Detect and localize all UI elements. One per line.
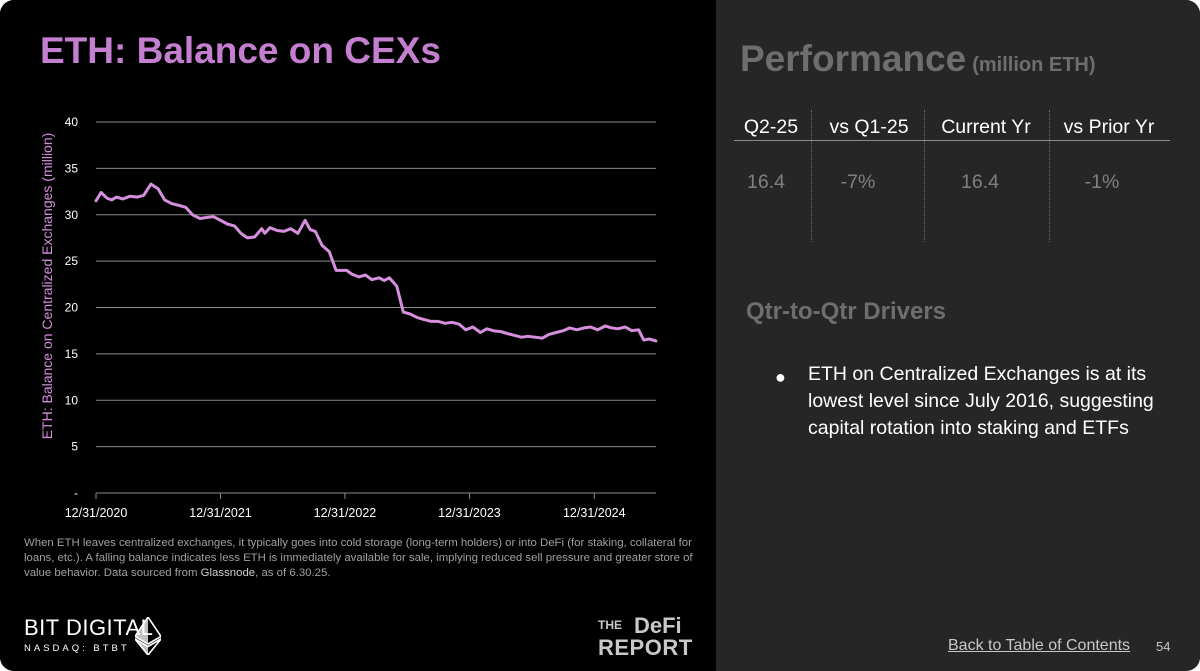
- cex-balance-chart: - 5 10 15 20 25 30 35 40 12/31/2020 12/31/2021 12/…: [39, 115, 658, 520]
- header-q2-25: Q2-25: [743, 116, 799, 138]
- defi-logo-report: REPORT: [598, 635, 693, 660]
- performance-title: Performance (million ETH): [740, 38, 1096, 80]
- y-tick-label: 30: [65, 208, 79, 222]
- defi-logo-the: THE: [598, 618, 622, 632]
- performance-title-text: Performance: [740, 38, 967, 79]
- value-vs-q1-25: -7%: [840, 171, 876, 193]
- header-vs-prior-yr: vs Prior Yr: [1063, 116, 1155, 138]
- y-tick-label: 40: [65, 115, 79, 129]
- column-divider: [1049, 110, 1050, 242]
- x-tick-label: 12/31/2020: [65, 506, 128, 520]
- x-tick-label: 12/31/2024: [563, 506, 626, 520]
- chart-title: ETH: Balance on CEXs: [40, 30, 441, 71]
- y-tick-label: 15: [65, 347, 79, 361]
- footnote-suffix: , as of 6.30.25.: [255, 567, 331, 579]
- footnote: When ETH leaves centralized exchanges, i…: [24, 536, 700, 581]
- page-number: 54: [1156, 639, 1171, 654]
- y-axis-label: ETH: Balance on Centralized Exchanges (m…: [39, 133, 55, 440]
- series-line: [94, 182, 658, 343]
- y-tick-label: -: [74, 486, 78, 500]
- y-tick-label: 20: [65, 301, 79, 315]
- footnote-source: Glassnode: [200, 567, 256, 579]
- chart-panel: ETH: Balance on CEXs - 5 10 15 20 25 30 35 40 12…: [24, 30, 700, 660]
- driver-bullet: ETH on Centralized Exchanges is at its l…: [808, 363, 1154, 439]
- performance-units: (million ETH): [972, 54, 1096, 76]
- value-current-yr: 16.4: [961, 171, 999, 193]
- header-current-yr: Current Yr: [941, 116, 1031, 138]
- y-tick-label: 5: [71, 440, 78, 454]
- header-vs-q1-25: vs Q1-25: [829, 116, 909, 138]
- drivers-title: Qtr-to-Qtr Drivers: [746, 298, 947, 325]
- header-rule: [734, 140, 1170, 141]
- y-tick-label: 35: [65, 161, 79, 175]
- ethereum-icon: [135, 617, 161, 655]
- footnote-text: When ETH leaves centralized exchanges, i…: [24, 537, 693, 579]
- back-to-toc-link[interactable]: Back to Table of Contents: [948, 637, 1131, 654]
- bit-digital-name: BIT DIGITAL: [24, 615, 154, 640]
- column-divider: [811, 110, 812, 242]
- bit-digital-ticker: NASDAQ: BTBT: [24, 643, 130, 654]
- y-tick-label: 10: [65, 393, 79, 407]
- y-tick-label: 25: [65, 254, 79, 268]
- bit-digital-logo: BIT DIGITAL NASDAQ: BTBT: [24, 615, 153, 654]
- x-tick-label: 12/31/2021: [189, 506, 252, 520]
- defi-logo-word: DeFi: [634, 613, 682, 638]
- bullet-icon: ●: [775, 367, 786, 387]
- performance-panel: [716, 0, 1200, 671]
- column-divider: [924, 110, 925, 242]
- value-q2-25: 16.4: [747, 171, 785, 193]
- x-tick-label: 12/31/2022: [314, 506, 377, 520]
- value-vs-prior-yr: -1%: [1084, 171, 1120, 193]
- x-tick-label: 12/31/2023: [438, 506, 501, 520]
